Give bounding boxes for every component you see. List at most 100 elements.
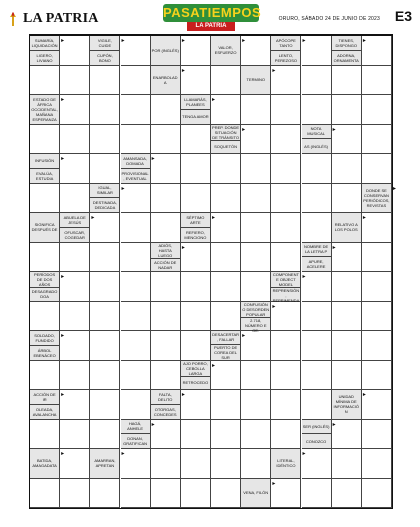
answer-cell[interactable] [241, 183, 272, 213]
answer-cell[interactable] [241, 449, 272, 479]
answer-cell[interactable] [361, 213, 392, 243]
answer-cell[interactable] [180, 154, 211, 184]
answer-cell[interactable] [361, 390, 392, 420]
answer-cell[interactable] [30, 124, 61, 154]
answer-cell[interactable] [331, 242, 362, 272]
answer-cell[interactable] [331, 449, 362, 479]
answer-cell[interactable] [60, 331, 91, 361]
answer-cell[interactable] [90, 95, 121, 125]
answer-cell[interactable] [301, 301, 332, 331]
answer-cell[interactable] [271, 65, 302, 95]
answer-cell[interactable] [361, 95, 392, 125]
answer-cell[interactable] [60, 301, 91, 331]
answer-cell[interactable] [241, 419, 272, 449]
answer-cell[interactable] [60, 390, 91, 420]
answer-cell[interactable] [90, 213, 121, 243]
answer-cell[interactable] [120, 36, 151, 66]
answer-cell[interactable] [211, 183, 242, 213]
answer-cell[interactable] [271, 390, 302, 420]
answer-cell[interactable] [150, 449, 181, 479]
answer-cell[interactable] [60, 419, 91, 449]
answer-cell[interactable] [241, 390, 272, 420]
answer-cell[interactable] [211, 272, 242, 302]
answer-cell[interactable] [150, 331, 181, 361]
answer-cell[interactable] [271, 301, 302, 331]
answer-cell[interactable] [150, 301, 181, 331]
answer-cell[interactable] [60, 95, 91, 125]
answer-cell[interactable] [120, 478, 151, 508]
answer-cell[interactable] [150, 95, 181, 125]
answer-cell[interactable] [120, 65, 151, 95]
answer-cell[interactable] [30, 360, 61, 390]
answer-cell[interactable] [331, 478, 362, 508]
answer-cell[interactable] [241, 95, 272, 125]
answer-cell[interactable] [361, 272, 392, 302]
answer-cell[interactable] [271, 183, 302, 213]
answer-cell[interactable] [30, 301, 61, 331]
answer-cell[interactable] [120, 360, 151, 390]
answer-cell[interactable] [180, 301, 211, 331]
answer-cell[interactable] [301, 331, 332, 361]
answer-cell[interactable] [60, 36, 91, 66]
answer-cell[interactable] [301, 478, 332, 508]
answer-cell[interactable] [180, 272, 211, 302]
answer-cell[interactable] [120, 331, 151, 361]
answer-cell[interactable] [60, 65, 91, 95]
answer-cell[interactable] [30, 242, 61, 272]
answer-cell[interactable] [211, 419, 242, 449]
answer-cell[interactable] [150, 478, 181, 508]
answer-cell[interactable] [211, 301, 242, 331]
answer-cell[interactable] [120, 124, 151, 154]
answer-cell[interactable] [301, 95, 332, 125]
answer-cell[interactable] [301, 360, 332, 390]
answer-cell[interactable] [150, 183, 181, 213]
answer-cell[interactable] [361, 242, 392, 272]
answer-cell[interactable] [180, 331, 211, 361]
answer-cell[interactable] [301, 213, 332, 243]
answer-cell[interactable] [361, 360, 392, 390]
answer-cell[interactable] [361, 301, 392, 331]
answer-cell[interactable] [331, 183, 362, 213]
answer-cell[interactable] [331, 331, 362, 361]
answer-cell[interactable] [241, 154, 272, 184]
answer-cell[interactable] [241, 331, 272, 361]
answer-cell[interactable] [60, 272, 91, 302]
answer-cell[interactable] [60, 183, 91, 213]
answer-cell[interactable] [271, 124, 302, 154]
answer-cell[interactable] [361, 124, 392, 154]
answer-cell[interactable] [361, 154, 392, 184]
answer-cell[interactable] [90, 124, 121, 154]
answer-cell[interactable] [271, 331, 302, 361]
answer-cell[interactable] [90, 301, 121, 331]
answer-cell[interactable] [241, 36, 272, 66]
answer-cell[interactable] [211, 360, 242, 390]
answer-cell[interactable] [120, 242, 151, 272]
answer-cell[interactable] [331, 301, 362, 331]
answer-cell[interactable] [301, 272, 332, 302]
answer-cell[interactable] [331, 154, 362, 184]
answer-cell[interactable] [60, 242, 91, 272]
answer-cell[interactable] [30, 183, 61, 213]
answer-cell[interactable] [331, 124, 362, 154]
answer-cell[interactable] [90, 154, 121, 184]
answer-cell[interactable] [90, 331, 121, 361]
answer-cell[interactable] [211, 65, 242, 95]
answer-cell[interactable] [180, 36, 211, 66]
answer-cell[interactable] [301, 183, 332, 213]
answer-cell[interactable] [90, 242, 121, 272]
answer-cell[interactable] [180, 242, 211, 272]
answer-cell[interactable] [30, 65, 61, 95]
answer-cell[interactable] [180, 449, 211, 479]
answer-cell[interactable] [90, 478, 121, 508]
answer-cell[interactable] [180, 65, 211, 95]
answer-cell[interactable] [60, 124, 91, 154]
answer-cell[interactable] [150, 272, 181, 302]
answer-cell[interactable] [361, 478, 392, 508]
answer-cell[interactable] [331, 65, 362, 95]
answer-cell[interactable] [90, 419, 121, 449]
answer-cell[interactable] [361, 449, 392, 479]
answer-cell[interactable] [90, 272, 121, 302]
answer-cell[interactable] [120, 301, 151, 331]
answer-cell[interactable] [361, 331, 392, 361]
answer-cell[interactable] [271, 419, 302, 449]
